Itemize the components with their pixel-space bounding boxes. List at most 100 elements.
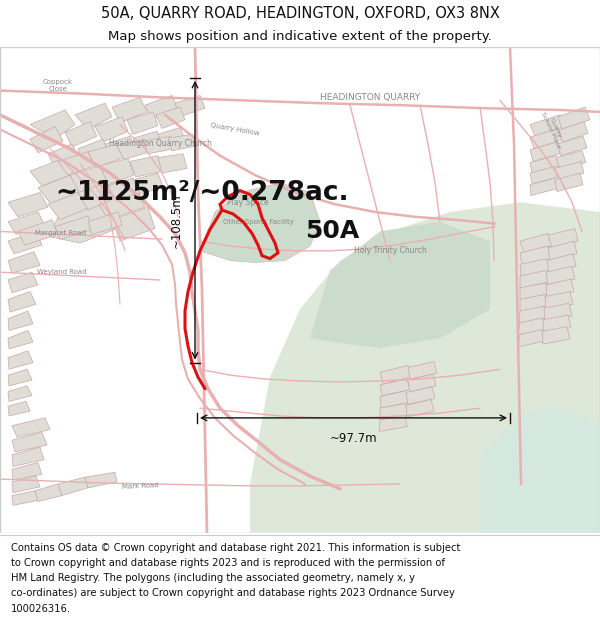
Polygon shape <box>200 183 320 262</box>
Polygon shape <box>133 131 162 152</box>
Polygon shape <box>158 154 187 173</box>
Polygon shape <box>544 303 572 321</box>
Text: Margaret Road: Margaret Road <box>35 231 85 236</box>
Polygon shape <box>558 107 590 129</box>
Polygon shape <box>48 144 78 166</box>
Polygon shape <box>520 283 548 301</box>
Text: to Crown copyright and database rights 2023 and is reproduced with the permissio: to Crown copyright and database rights 2… <box>11 558 445 568</box>
Polygon shape <box>30 110 75 139</box>
Polygon shape <box>8 212 45 234</box>
Polygon shape <box>8 252 40 273</box>
Polygon shape <box>75 103 112 129</box>
Polygon shape <box>88 212 122 234</box>
Text: co-ordinates) are subject to Crown copyright and database rights 2023 Ordnance S: co-ordinates) are subject to Crown copyr… <box>11 589 455 599</box>
Polygon shape <box>88 144 124 168</box>
Text: Play Space: Play Space <box>227 198 269 207</box>
Text: Other Sports Facility: Other Sports Facility <box>223 219 293 225</box>
Polygon shape <box>8 351 33 369</box>
Polygon shape <box>78 183 114 210</box>
Polygon shape <box>48 201 115 243</box>
Polygon shape <box>38 175 82 205</box>
Polygon shape <box>30 159 70 186</box>
Text: Headington Quarry Church: Headington Quarry Church <box>109 139 211 149</box>
Polygon shape <box>105 136 135 158</box>
Polygon shape <box>408 374 436 392</box>
Polygon shape <box>543 315 571 332</box>
Polygon shape <box>518 318 545 336</box>
Text: Quarry
School Place: Quarry School Place <box>540 109 566 149</box>
Polygon shape <box>380 403 408 420</box>
Polygon shape <box>156 107 185 129</box>
Polygon shape <box>310 222 490 348</box>
Text: Mark Road: Mark Road <box>121 482 158 490</box>
Polygon shape <box>547 254 576 273</box>
Polygon shape <box>556 151 586 169</box>
Polygon shape <box>548 229 578 248</box>
Polygon shape <box>380 366 411 384</box>
Polygon shape <box>530 115 565 136</box>
Polygon shape <box>127 112 158 134</box>
Polygon shape <box>70 166 108 194</box>
Polygon shape <box>520 294 547 312</box>
Polygon shape <box>12 418 50 437</box>
Polygon shape <box>30 126 63 152</box>
Text: HEADINGTON QUARRY: HEADINGTON QUARRY <box>320 93 420 102</box>
Polygon shape <box>130 156 162 177</box>
Polygon shape <box>12 476 40 492</box>
Text: 50A, QUARRY ROAD, HEADINGTON, OXFORD, OX3 8NX: 50A, QUARRY ROAD, HEADINGTON, OXFORD, OX… <box>101 6 499 21</box>
Polygon shape <box>35 484 62 501</box>
Polygon shape <box>520 270 548 289</box>
Polygon shape <box>112 98 147 122</box>
Polygon shape <box>406 399 434 417</box>
Text: 100026316.: 100026316. <box>11 604 71 614</box>
Polygon shape <box>58 477 88 496</box>
Polygon shape <box>480 406 600 532</box>
Text: Quarry Hollow: Quarry Hollow <box>210 122 260 137</box>
Text: Map shows position and indicative extent of the property.: Map shows position and indicative extent… <box>108 30 492 43</box>
Polygon shape <box>546 279 574 298</box>
Text: ~108.5m: ~108.5m <box>170 193 183 248</box>
Polygon shape <box>250 202 600 532</box>
Polygon shape <box>8 292 36 312</box>
Polygon shape <box>58 152 95 175</box>
Text: HM Land Registry. The polygons (including the associated geometry, namely x, y: HM Land Registry. The polygons (includin… <box>11 573 415 583</box>
Polygon shape <box>117 139 150 159</box>
Polygon shape <box>8 192 48 217</box>
Polygon shape <box>530 178 557 196</box>
Polygon shape <box>8 311 33 331</box>
Polygon shape <box>95 185 145 220</box>
Polygon shape <box>530 166 558 184</box>
Polygon shape <box>380 379 410 396</box>
Polygon shape <box>112 207 155 241</box>
Polygon shape <box>530 129 562 149</box>
Polygon shape <box>100 159 134 185</box>
Polygon shape <box>548 241 577 261</box>
Polygon shape <box>78 139 108 161</box>
Polygon shape <box>555 173 583 192</box>
Polygon shape <box>380 391 409 408</box>
Polygon shape <box>8 272 38 292</box>
Polygon shape <box>530 142 560 161</box>
Polygon shape <box>95 117 128 142</box>
Polygon shape <box>145 96 178 120</box>
Polygon shape <box>12 462 42 480</box>
Polygon shape <box>520 233 552 253</box>
Text: Weyland Road: Weyland Road <box>37 269 87 275</box>
Polygon shape <box>557 136 587 156</box>
Polygon shape <box>8 231 42 254</box>
Text: Contains OS data © Crown copyright and database right 2021. This information is : Contains OS data © Crown copyright and d… <box>11 542 460 552</box>
Polygon shape <box>530 156 559 173</box>
Text: ~97.7m: ~97.7m <box>329 432 377 446</box>
Polygon shape <box>8 369 32 386</box>
Polygon shape <box>555 161 584 180</box>
Polygon shape <box>12 447 44 466</box>
Polygon shape <box>8 386 32 401</box>
Polygon shape <box>519 306 546 324</box>
Polygon shape <box>175 96 205 117</box>
Polygon shape <box>65 122 97 147</box>
Polygon shape <box>542 327 570 344</box>
Polygon shape <box>143 136 174 154</box>
Polygon shape <box>545 292 573 310</box>
Polygon shape <box>518 329 544 347</box>
Polygon shape <box>158 127 185 147</box>
